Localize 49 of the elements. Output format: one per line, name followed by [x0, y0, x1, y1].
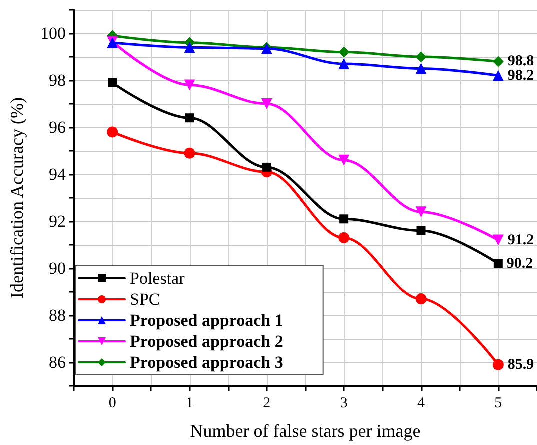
point: [108, 78, 118, 88]
point: [416, 63, 427, 74]
point: [340, 214, 349, 224]
point: [492, 56, 504, 68]
point: [492, 234, 504, 246]
point: [107, 126, 118, 138]
point: [338, 46, 350, 58]
point: [492, 359, 504, 370]
x-tick-label: 5: [494, 396, 502, 412]
point: [262, 162, 272, 172]
x-axis-title: Number of false stars per image: [190, 421, 421, 441]
x-tick-label: 1: [186, 396, 194, 412]
y-axis-title: Identification Accuracy (%): [7, 98, 27, 298]
legend-label: Proposed approach 1: [130, 311, 284, 330]
point: [492, 70, 504, 82]
legend-label: SPC: [130, 290, 160, 309]
point: [185, 114, 194, 123]
legend-label: Proposed approach 3: [130, 353, 284, 372]
y-tick-label: 96: [49, 118, 66, 137]
y-tick-label: 90: [49, 259, 66, 278]
x-tick-label: 4: [418, 396, 426, 412]
point: [184, 148, 196, 159]
point: [184, 80, 196, 91]
legend-label: Polestar: [130, 269, 186, 288]
point: [261, 98, 272, 110]
data-label: 90.2: [506, 256, 534, 272]
data-label: 85.9: [508, 356, 534, 373]
point: [416, 206, 427, 218]
data-label: 98.8: [508, 54, 534, 70]
point: [338, 154, 350, 166]
y-tick-label: 98: [49, 71, 66, 90]
point: [494, 259, 503, 268]
x-tick-label: 3: [340, 396, 348, 412]
x-tick-label: 0: [108, 396, 116, 412]
point: [338, 58, 350, 70]
point: [416, 294, 427, 305]
legend-label: Proposed approach 2: [130, 332, 284, 351]
data-label: 91.2: [508, 232, 534, 248]
x-tick-label: 2: [263, 396, 271, 412]
y-tick-label: 94: [49, 165, 66, 184]
y-tick-label: 86: [49, 353, 66, 372]
y-tick-label: 100: [40, 24, 66, 43]
point: [416, 226, 426, 236]
point: [416, 52, 427, 62]
point: [338, 232, 350, 244]
point: [184, 42, 196, 54]
y-tick-label: 88: [49, 306, 66, 325]
y-tick-label: 92: [49, 212, 66, 231]
data-label: 98.2: [508, 68, 534, 84]
